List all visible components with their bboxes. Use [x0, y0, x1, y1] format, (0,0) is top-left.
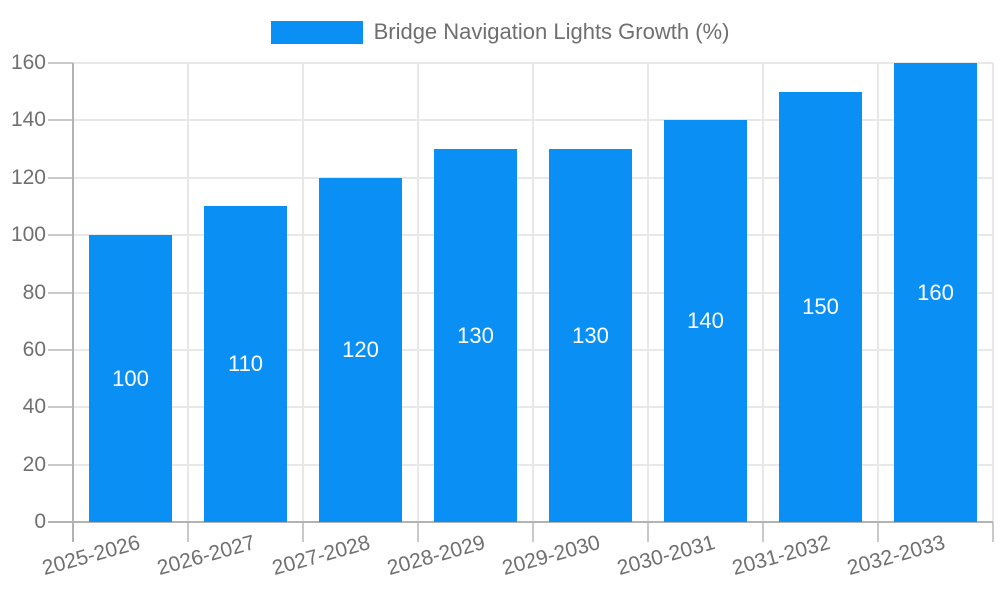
x-tick-label: 2025-2026: [39, 531, 143, 581]
v-gridline: [417, 63, 419, 522]
x-tick-label: 2028-2029: [384, 531, 488, 581]
x-tick-label: 2027-2028: [269, 531, 373, 581]
bar-value-label: 130: [572, 322, 609, 348]
y-tick-label: 0: [34, 510, 46, 533]
v-gridline: [647, 63, 649, 522]
v-gridline: [762, 63, 764, 522]
bar[interactable]: [549, 149, 632, 522]
y-tick-label: 120: [10, 165, 46, 189]
x-tick: [532, 522, 534, 542]
y-tick: [48, 406, 73, 409]
x-tick: [187, 522, 189, 542]
bar[interactable]: [664, 120, 747, 522]
y-tick: [48, 463, 73, 466]
bar-value-label: 160: [917, 279, 954, 305]
x-tick: [302, 522, 304, 542]
bar[interactable]: [434, 149, 517, 522]
v-gridline: [992, 63, 994, 522]
legend[interactable]: Bridge Navigation Lights Growth (%): [0, 19, 1000, 45]
bar-value-label: 130: [457, 322, 494, 348]
y-tick-label: 40: [22, 395, 46, 419]
bar-value-label: 110: [227, 351, 264, 377]
bar[interactable]: [894, 63, 977, 522]
v-gridline: [532, 63, 534, 522]
v-gridline: [187, 63, 189, 522]
y-tick-label: 60: [22, 337, 46, 361]
y-tick-label: 160: [10, 51, 46, 74]
bar[interactable]: [89, 235, 172, 522]
x-tick-label: 2030-2031: [614, 531, 718, 581]
x-tick-label: 2029-2030: [499, 531, 603, 581]
v-gridline: [302, 63, 304, 522]
x-tick-label: 2032-2033: [844, 531, 948, 581]
x-tick-label: 2026-2027: [154, 531, 258, 581]
y-axis-line: [72, 63, 74, 542]
bar-value-label: 100: [112, 365, 149, 391]
bar-value-label: 120: [342, 336, 379, 362]
x-axis-line: [48, 521, 993, 523]
y-tick-label: 140: [10, 108, 46, 132]
y-tick: [48, 348, 73, 351]
x-tick: [417, 522, 419, 542]
legend-label: Bridge Navigation Lights Growth (%): [373, 19, 730, 44]
y-tick: [48, 119, 73, 122]
x-tick-label: 2031-2032: [729, 531, 833, 581]
bar-value-label: 150: [802, 293, 839, 319]
y-tick-label: 80: [22, 280, 46, 304]
bar[interactable]: [319, 177, 402, 522]
y-tick: [48, 62, 73, 64]
bar[interactable]: [204, 206, 287, 522]
bar[interactable]: [779, 91, 862, 522]
y-tick-label: 20: [22, 452, 46, 476]
bar-value-label: 140: [687, 308, 724, 334]
x-tick: [762, 522, 764, 542]
y-tick: [48, 291, 73, 294]
x-tick: [877, 522, 879, 542]
y-tick: [48, 176, 73, 179]
y-tick: [48, 234, 73, 237]
legend-swatch: [270, 20, 363, 44]
x-tick: [992, 522, 994, 542]
v-gridline: [877, 63, 879, 522]
y-tick-label: 100: [10, 223, 46, 247]
x-tick: [647, 522, 649, 542]
